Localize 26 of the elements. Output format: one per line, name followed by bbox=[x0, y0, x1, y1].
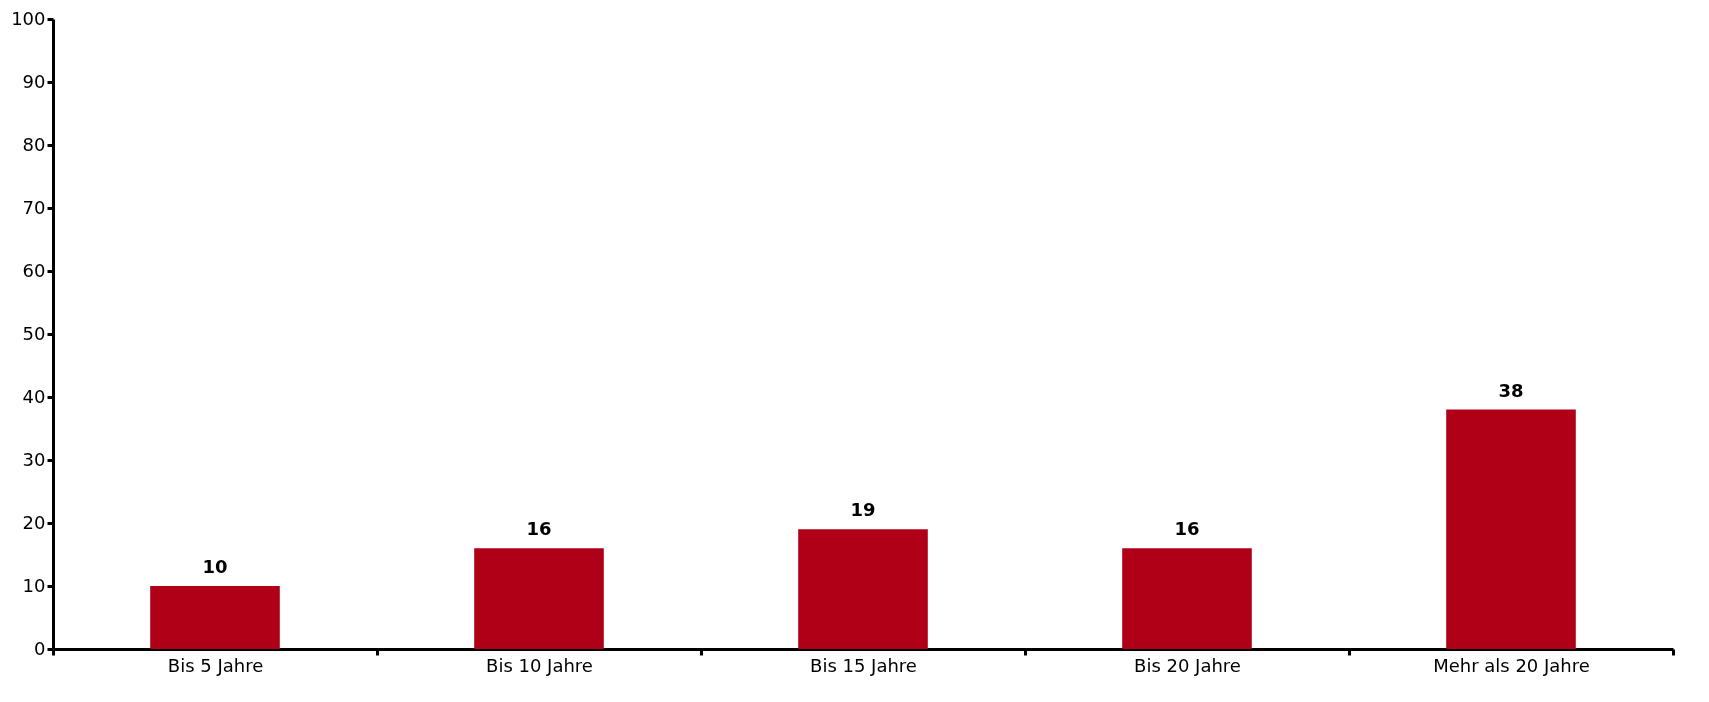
y-tick-label: 100 bbox=[11, 7, 46, 29]
y-tick-label: 80 bbox=[22, 133, 46, 155]
y-tick-label: 90 bbox=[22, 70, 46, 92]
bar bbox=[798, 529, 928, 649]
y-tick-label: 50 bbox=[22, 322, 46, 344]
y-tick-label: 20 bbox=[22, 511, 46, 533]
data-label: 16 bbox=[1174, 518, 1200, 540]
y-tick-label: 10 bbox=[22, 574, 46, 596]
bar bbox=[1122, 548, 1252, 649]
y-tick-label: 70 bbox=[22, 196, 46, 218]
y-tick-label: 30 bbox=[22, 448, 46, 470]
x-tick-label: Bis 20 Jahre bbox=[1134, 654, 1241, 676]
x-tick-label: Bis 5 Jahre bbox=[167, 654, 264, 676]
y-tick-label: 40 bbox=[22, 385, 46, 407]
x-tick-label: Bis 10 Jahre bbox=[486, 654, 593, 676]
bar bbox=[474, 548, 604, 649]
data-label: 16 bbox=[526, 518, 552, 540]
data-label: 10 bbox=[202, 556, 228, 577]
bar bbox=[150, 586, 280, 649]
x-tick-label: Bis 15 Jahre bbox=[810, 654, 917, 676]
bar bbox=[1446, 409, 1576, 649]
y-tick-label: 0 bbox=[34, 637, 46, 659]
data-label: 38 bbox=[1498, 379, 1524, 401]
data-label: 19 bbox=[850, 499, 876, 521]
x-tick-label: Mehr als 20 Jahre bbox=[1433, 654, 1590, 676]
y-tick-label: 60 bbox=[22, 259, 46, 281]
